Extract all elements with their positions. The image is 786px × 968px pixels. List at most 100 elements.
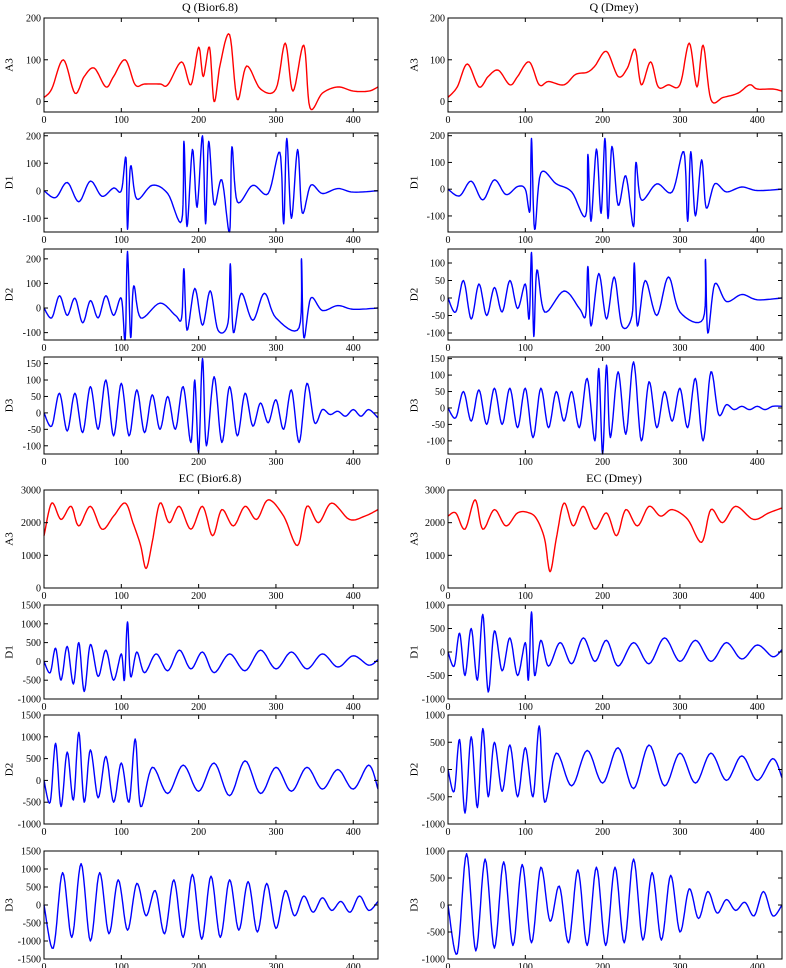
series-line-q-dmey-d2: [447, 251, 783, 338]
x-tick-label: 0: [446, 115, 451, 126]
subplot-q-dmey-d2: -100 -50 0 50 100 0 100 200 300 400 D2: [409, 248, 783, 354]
y-tick-label: 0: [36, 901, 41, 912]
y-axis-label-ec-dmey-a3: A3: [409, 532, 421, 546]
x-tick-label: 200: [595, 591, 610, 602]
y-tick-label: 0: [440, 403, 445, 414]
x-tick-label: 0: [42, 115, 47, 126]
y-tick-label: 100: [26, 376, 41, 387]
y-tick-label: 1000: [425, 551, 445, 562]
y-tick-label: 1000: [21, 732, 41, 743]
y-tick-label: 0: [36, 186, 41, 197]
x-tick-label: 400: [750, 962, 765, 968]
y-tick-label: -500: [427, 792, 445, 803]
y-axis-label-ec-dmey-d2: D2: [409, 763, 421, 776]
y-axis-label-q-bior-d2: D2: [4, 288, 16, 301]
y-axis-label-q-dmey-d1: D1: [409, 176, 421, 189]
y-tick-label: 50: [31, 392, 41, 403]
y-tick-label: 150: [26, 359, 41, 370]
x-tick-label: 100: [518, 591, 533, 602]
series-line-q-bior-d3: [43, 357, 379, 454]
series-line-q-dmey-a3: [447, 42, 783, 104]
y-tick-label: 1000: [425, 711, 445, 722]
x-tick-label: 300: [268, 457, 283, 468]
y-tick-label: 2000: [21, 518, 41, 529]
y-tick-label: 1000: [21, 551, 41, 562]
y-tick-label: -100: [427, 436, 445, 447]
y-tick-label: -100: [23, 441, 41, 452]
y-tick-label: 1500: [21, 601, 41, 612]
y-tick-label: -1000: [422, 955, 445, 966]
y-tick-label: 1000: [425, 601, 445, 612]
x-tick-label: 200: [595, 702, 610, 713]
x-tick-label: 200: [595, 115, 610, 126]
x-tick-label: 300: [268, 343, 283, 354]
y-tick-label: -1500: [18, 955, 41, 966]
y-tick-label: 1000: [21, 619, 41, 630]
y-tick-label: 200: [430, 131, 445, 142]
x-tick-label: 400: [750, 235, 765, 246]
x-tick-label: 100: [518, 702, 533, 713]
y-axis-label-q-dmey-a3: A3: [409, 58, 421, 72]
subplot-ec-bior-d1: -1000 -500 0 500 1000 1500 0 100 200 300 400 D1: [4, 601, 379, 713]
y-tick-label: 500: [430, 874, 445, 885]
y-tick-label: 1000: [21, 865, 41, 876]
x-tick-label: 300: [672, 702, 687, 713]
x-tick-label: 100: [114, 702, 129, 713]
panel-title-ec-dmey: EC (Dmey): [586, 471, 642, 485]
y-tick-label: 0: [440, 901, 445, 912]
x-tick-label: 400: [750, 702, 765, 713]
y-tick-label: 0: [440, 584, 445, 595]
x-tick-label: 0: [42, 591, 47, 602]
y-tick-label: -50: [28, 425, 41, 436]
x-tick-label: 200: [191, 115, 206, 126]
x-tick-label: 300: [672, 457, 687, 468]
y-axis-label-ec-bior-d2: D2: [4, 763, 16, 776]
subplot-q-dmey-d1: -100 0 100 200 0 100 200 300 400 D1: [409, 131, 783, 246]
panel-title-q-dmey: Q (Dmey): [590, 0, 639, 14]
x-tick-label: 100: [518, 235, 533, 246]
series-line-q-bior-d2: [43, 250, 379, 341]
y-tick-label: 500: [26, 638, 41, 649]
y-axis-label-q-dmey-d3: D3: [409, 398, 421, 412]
x-tick-label: 200: [595, 827, 610, 838]
series-line-ec-dmey-a3: [447, 499, 783, 573]
x-tick-label: 300: [268, 235, 283, 246]
y-tick-label: 200: [26, 14, 41, 25]
x-tick-label: 100: [114, 235, 129, 246]
x-tick-label: 0: [42, 343, 47, 354]
x-tick-label: 0: [42, 827, 47, 838]
series-line-q-dmey-d1: [447, 137, 783, 230]
y-tick-label: 0: [440, 765, 445, 776]
y-tick-label: 0: [36, 408, 41, 419]
axes-frame-q-dmey-d3: [447, 356, 783, 455]
y-axis-label-q-dmey-d2: D2: [409, 288, 421, 301]
axes-frame-ec-bior-a3: [43, 489, 379, 589]
panel-title-q-bior: Q (Bior6.8): [182, 0, 238, 14]
y-tick-label: 3000: [425, 486, 445, 497]
x-tick-label: 200: [191, 235, 206, 246]
x-tick-label: 100: [114, 115, 129, 126]
x-tick-label: 400: [750, 827, 765, 838]
axes-frame-ec-bior-d1: [43, 604, 379, 700]
subplot-ec-dmey-d3: -1000 -500 0 500 1000 0 100 200 300 400 D3: [409, 847, 783, 968]
axes-frame-ec-dmey-a3: [447, 489, 783, 589]
x-tick-label: 100: [518, 115, 533, 126]
y-tick-label: 100: [26, 159, 41, 170]
y-tick-label: 100: [430, 371, 445, 382]
y-tick-label: -1000: [422, 820, 445, 831]
y-tick-label: 150: [430, 354, 445, 365]
y-tick-label: 500: [430, 624, 445, 635]
y-tick-label: 0: [440, 648, 445, 659]
x-tick-label: 100: [518, 457, 533, 468]
y-tick-label: 100: [430, 259, 445, 270]
x-tick-label: 0: [42, 457, 47, 468]
y-tick-label: -100: [427, 329, 445, 340]
x-tick-label: 0: [42, 702, 47, 713]
x-tick-label: 400: [346, 702, 361, 713]
x-tick-label: 400: [750, 457, 765, 468]
x-tick-label: 300: [268, 827, 283, 838]
y-tick-label: -500: [427, 928, 445, 939]
y-tick-label: 200: [26, 131, 41, 142]
